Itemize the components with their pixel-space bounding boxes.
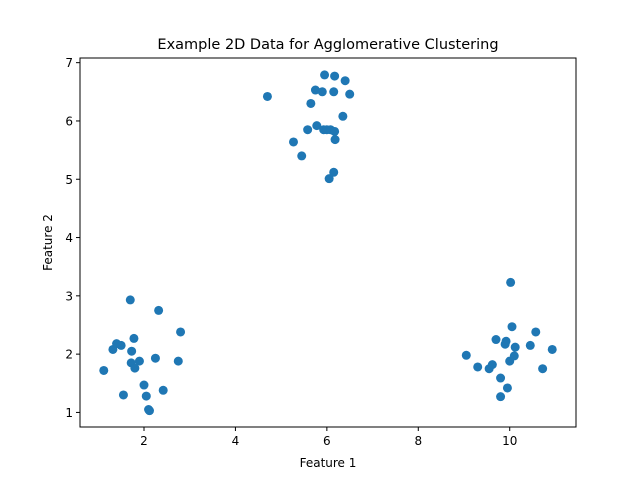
data-point bbox=[509, 351, 519, 361]
data-point bbox=[538, 364, 548, 374]
data-point bbox=[338, 111, 348, 121]
data-point bbox=[501, 336, 511, 346]
data-point bbox=[158, 385, 168, 395]
data-point bbox=[507, 322, 517, 332]
data-point bbox=[340, 76, 350, 86]
x-tick-label: 8 bbox=[414, 434, 422, 448]
data-point bbox=[116, 340, 126, 350]
plot-frame bbox=[79, 57, 577, 428]
x-axis-label: Feature 1 bbox=[300, 456, 357, 470]
data-point bbox=[329, 87, 339, 97]
x-tick-label: 4 bbox=[232, 434, 240, 448]
data-point bbox=[303, 125, 313, 135]
data-point bbox=[324, 174, 334, 184]
data-point bbox=[345, 89, 355, 99]
data-point bbox=[312, 121, 322, 131]
y-tick-label: 1 bbox=[65, 406, 73, 420]
data-point bbox=[150, 353, 160, 363]
data-point bbox=[320, 70, 330, 80]
data-point bbox=[262, 91, 272, 101]
data-point bbox=[306, 98, 316, 108]
data-point bbox=[125, 295, 135, 305]
y-tick-label: 3 bbox=[65, 289, 73, 303]
data-point bbox=[118, 390, 128, 400]
data-point bbox=[491, 335, 501, 345]
data-point bbox=[288, 137, 298, 147]
data-point bbox=[154, 305, 164, 315]
x-tick-label: 6 bbox=[323, 434, 331, 448]
data-point bbox=[506, 277, 516, 287]
data-point bbox=[461, 350, 471, 360]
data-point bbox=[134, 356, 144, 366]
data-point bbox=[502, 383, 512, 393]
y-tick-label: 6 bbox=[65, 114, 73, 128]
y-tick-label: 4 bbox=[65, 231, 73, 245]
data-point bbox=[525, 340, 535, 350]
data-point bbox=[510, 342, 520, 352]
data-point bbox=[130, 363, 140, 373]
data-point bbox=[547, 344, 557, 354]
y-tick-label: 7 bbox=[65, 56, 73, 70]
data-point bbox=[176, 327, 186, 337]
data-point bbox=[173, 356, 183, 366]
data-point bbox=[496, 373, 506, 383]
y-axis-label: Feature 2 bbox=[41, 214, 55, 271]
data-point bbox=[531, 327, 541, 337]
chart-title: Example 2D Data for Agglomerative Cluste… bbox=[157, 37, 498, 53]
data-point bbox=[496, 392, 506, 402]
data-point bbox=[144, 406, 154, 416]
points-layer bbox=[99, 70, 557, 416]
data-point bbox=[141, 391, 151, 401]
data-point bbox=[330, 135, 340, 145]
data-point bbox=[139, 380, 149, 390]
data-point bbox=[473, 362, 483, 372]
data-point bbox=[487, 360, 497, 370]
data-point bbox=[310, 85, 320, 95]
x-tick-label: 2 bbox=[140, 434, 148, 448]
y-axis-ticks: 1 2 3 4 5 6 7 bbox=[65, 56, 80, 420]
data-point bbox=[99, 365, 109, 375]
data-point bbox=[297, 151, 307, 161]
data-point bbox=[329, 167, 339, 177]
data-point bbox=[330, 126, 340, 136]
y-tick-label: 2 bbox=[65, 348, 73, 362]
data-point bbox=[129, 333, 139, 343]
data-point bbox=[330, 71, 340, 81]
data-point bbox=[127, 346, 137, 356]
x-axis-ticks: 2 4 6 8 10 bbox=[140, 427, 517, 448]
y-tick-label: 5 bbox=[65, 173, 73, 187]
data-point bbox=[317, 87, 327, 97]
x-tick-label: 10 bbox=[502, 434, 517, 448]
